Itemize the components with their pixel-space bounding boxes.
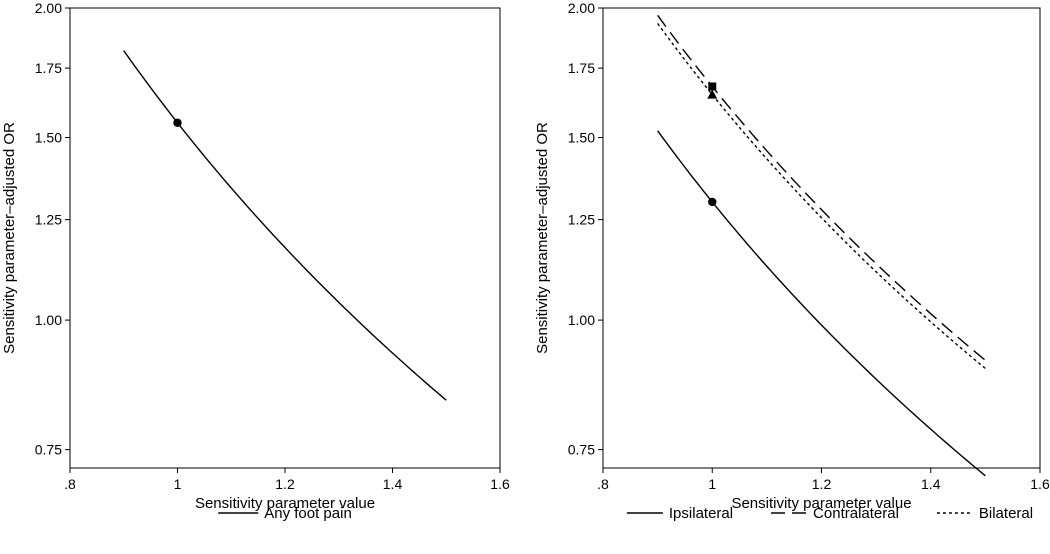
panel1-x-axis-title: Sensitivity parameter value bbox=[195, 495, 375, 512]
panel1-y-tick-label: 1.25 bbox=[35, 212, 62, 228]
panel2-y-tick-label: 1.75 bbox=[568, 60, 595, 76]
panel2-series-line-bilateral bbox=[657, 23, 986, 369]
panel2-x-tick-label: 1.6 bbox=[1030, 476, 1050, 492]
panel1-x-tick-label: 1.4 bbox=[383, 476, 403, 492]
panel2-marker-ipsilateral bbox=[708, 197, 717, 207]
panel1-x-tick-label: .8 bbox=[64, 476, 76, 492]
panel2-legend-label-bilateral: Bilateral bbox=[979, 505, 1033, 522]
panel2-marker-contralateral bbox=[708, 82, 717, 91]
panel2-marker-bilateral bbox=[707, 89, 718, 99]
panel1-y-tick-label: 1.75 bbox=[35, 60, 62, 76]
panel1-y-tick-label: 1.50 bbox=[35, 130, 62, 146]
panel2-x-tick-label: .8 bbox=[597, 476, 609, 492]
panel2-y-tick-label: 1.00 bbox=[568, 312, 595, 328]
panel2-y-tick-label: 0.75 bbox=[568, 442, 595, 458]
panel2-y-axis-title: Sensitivity parameter–adjusted OR bbox=[534, 122, 551, 354]
panel2-series-line-ipsilateral bbox=[657, 130, 986, 477]
panel2-y-tick-label: 2.00 bbox=[568, 0, 595, 16]
panel2-x-tick-label: 1.2 bbox=[812, 476, 832, 492]
panel1-y-axis-title: Sensitivity parameter–adjusted OR bbox=[1, 122, 18, 354]
panel2-x-tick-label: 1.4 bbox=[921, 476, 941, 492]
panel2-legend-label-contralateral: Contralateral bbox=[813, 505, 899, 522]
panel1-series-line-any-foot-pain bbox=[123, 50, 447, 401]
panel1-x-tick-label: 1.6 bbox=[490, 476, 510, 492]
panel2-x-axis-title: Sensitivity parameter value bbox=[731, 495, 911, 512]
panel1-plot-frame bbox=[69, 7, 501, 469]
panel2-x-tick-label: 1 bbox=[708, 476, 716, 492]
panel2-y-tick-label: 1.25 bbox=[568, 212, 595, 228]
panel1-legend-label-any-foot-pain: Any foot pain bbox=[264, 505, 352, 522]
panel1-x-tick-label: 1.2 bbox=[275, 476, 295, 492]
panel2-y-tick-label: 1.50 bbox=[568, 130, 595, 146]
panel1-y-tick-label: 0.75 bbox=[35, 442, 62, 458]
panel1-y-tick-label: 1.00 bbox=[35, 312, 62, 328]
panel2-series-line-contralateral bbox=[657, 14, 986, 361]
panel2-legend-label-ipsilateral: Ipsilateral bbox=[669, 505, 733, 522]
panel1-marker-any-foot-pain bbox=[173, 118, 182, 127]
panel1-x-tick-label: 1 bbox=[174, 476, 182, 492]
panel2-plot-frame bbox=[602, 7, 1041, 469]
panel1-y-tick-label: 2.00 bbox=[35, 0, 62, 16]
